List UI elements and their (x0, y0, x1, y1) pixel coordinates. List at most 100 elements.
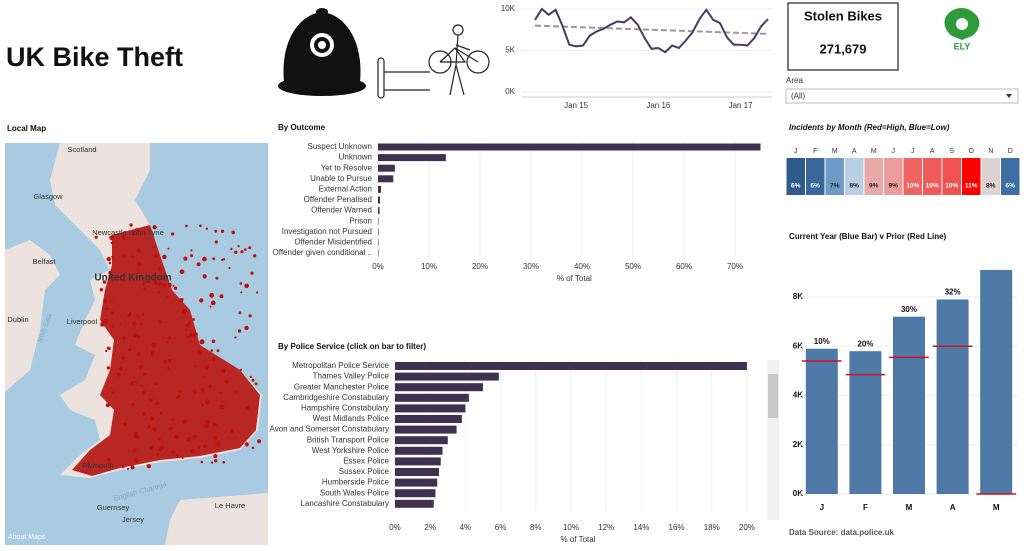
map-dot (204, 423, 209, 429)
bar[interactable] (395, 393, 469, 402)
map-dot (199, 339, 205, 345)
category-label[interactable]: South Wales Police (320, 488, 390, 497)
map-dot (181, 298, 184, 301)
heat-cell (1001, 158, 1020, 195)
bar (378, 217, 379, 225)
map-dot (147, 425, 151, 428)
map-dot (219, 391, 222, 394)
map-dot (106, 457, 111, 462)
map-dot (130, 381, 134, 385)
x-axis-label: % of Total (561, 535, 596, 544)
bar[interactable] (395, 362, 747, 370)
map-dot (111, 391, 115, 395)
map-dot (209, 292, 215, 298)
dropdown-box[interactable] (785, 88, 1019, 104)
chart-title: Incidents by Month (Red=High, Blue=Low) (789, 123, 950, 132)
bar[interactable] (395, 489, 436, 498)
bar[interactable] (395, 478, 438, 487)
bar[interactable] (395, 457, 441, 466)
map-dot (193, 390, 196, 394)
bar[interactable] (395, 446, 443, 455)
category-label[interactable]: West Midlands Police (313, 414, 390, 423)
map-dot (103, 318, 108, 324)
category-label: Unable to Pursue (310, 174, 372, 183)
category-label[interactable]: West Yorkshire Police (312, 446, 390, 455)
category-label[interactable]: British Transport Police (307, 435, 390, 444)
bar[interactable] (395, 404, 466, 413)
bar (849, 351, 882, 494)
bar[interactable] (395, 415, 462, 423)
cell-label: 8% (986, 183, 996, 190)
change-label: 30% (901, 305, 917, 314)
category-label[interactable]: Humberside Police (322, 478, 390, 487)
map-dot (166, 295, 169, 298)
map-dot (155, 453, 160, 457)
bar[interactable] (395, 383, 483, 392)
category-label[interactable]: Sussex Police (339, 467, 390, 476)
category-label: Offender Misidentified (294, 238, 372, 247)
category-label[interactable]: Greater Manchester Police (294, 382, 390, 391)
map-dot (121, 356, 126, 360)
map-dot (122, 236, 126, 240)
x-tick-label: F (863, 503, 868, 512)
category-label[interactable]: Lancashire Constabulary (301, 499, 390, 508)
y-tick-label: 4K (793, 391, 803, 400)
category-label[interactable]: Metropolitan Police Service (292, 361, 389, 370)
dropdown-value[interactable]: (All) (791, 92, 806, 101)
map-dot (221, 369, 226, 373)
x-tick-label: 40% (574, 262, 590, 271)
heat-cell (962, 158, 981, 195)
map-dot (176, 395, 180, 400)
bar[interactable] (395, 468, 439, 476)
map-dot (235, 390, 238, 393)
scroll-thumb[interactable] (768, 374, 778, 418)
map-dot (199, 298, 204, 303)
bar (378, 249, 379, 257)
map-dot (130, 402, 135, 407)
cell-label: 6% (1006, 183, 1016, 190)
change-label: 32% (945, 288, 961, 297)
map-dot (152, 245, 156, 249)
heat-cell (942, 158, 961, 195)
category-label[interactable]: Thames Valley Police (313, 372, 390, 381)
map-dot (140, 322, 143, 326)
map-dot (141, 384, 144, 387)
category-label[interactable]: Hampshire Constabulary (301, 404, 389, 413)
y-tick-label: 0K (505, 87, 515, 96)
map-dot (216, 349, 220, 353)
map-dot (128, 313, 132, 317)
kpi-label: Stolen Bikes (804, 8, 882, 23)
area-dropdown[interactable]: (All) (785, 88, 1019, 104)
category-label[interactable]: Essex Police (343, 457, 389, 466)
map-dot (193, 332, 198, 337)
heat-cell (903, 158, 922, 195)
bar (378, 238, 379, 246)
category-label: Offender Warned (311, 206, 372, 215)
bar[interactable] (395, 436, 448, 445)
map-dot (250, 271, 254, 275)
category-label: Investigation not Pursued (282, 227, 372, 236)
bar[interactable] (395, 372, 499, 381)
category-label[interactable]: Avon and Somerset Constabulary (270, 425, 389, 434)
x-tick-label: 20% (739, 523, 755, 532)
map-dot (240, 291, 243, 294)
map-dot (122, 254, 126, 258)
scrollbar[interactable] (767, 360, 779, 520)
bar[interactable] (395, 425, 457, 434)
bar (378, 175, 394, 183)
column-label: O (969, 148, 975, 155)
map-dot (194, 365, 197, 368)
map-dot (204, 365, 209, 370)
logo: ELY (944, 8, 980, 51)
x-tick-label: J (820, 503, 824, 512)
map-dot (112, 301, 115, 304)
bar[interactable] (395, 499, 434, 508)
map-dot (214, 240, 218, 244)
map-dot (248, 246, 252, 250)
map-dot (103, 298, 108, 303)
category-label[interactable]: Cambridgeshire Constabulary (283, 393, 389, 402)
map-dot (162, 254, 167, 260)
map-dot (142, 390, 146, 395)
map-dot (213, 454, 218, 459)
map-dot (213, 422, 217, 427)
